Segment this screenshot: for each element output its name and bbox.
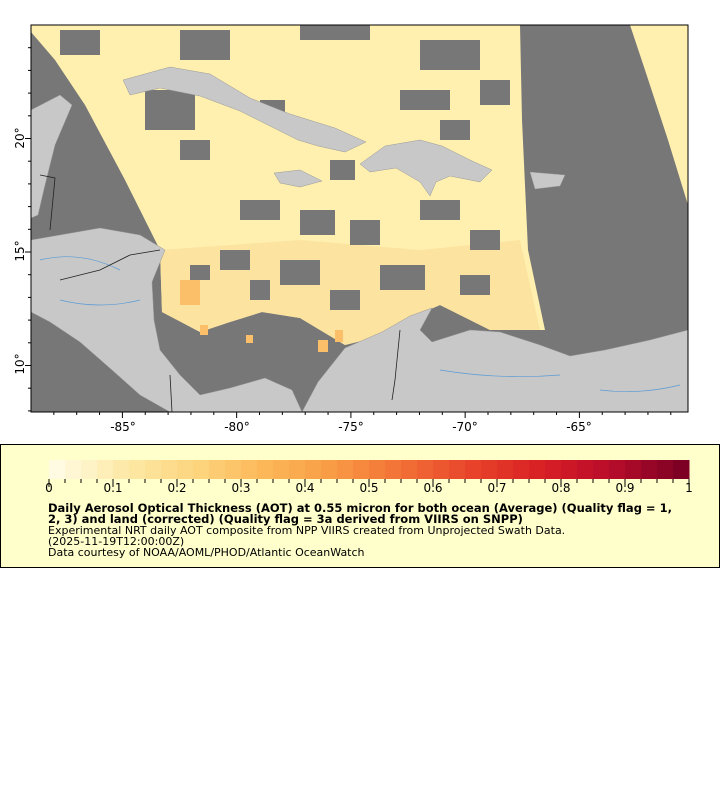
colorbar-segment <box>241 460 258 479</box>
colorbar-tick-label: 0.5 <box>359 481 379 495</box>
colorbar-segment <box>257 460 274 479</box>
colorbar-segment <box>545 460 562 479</box>
colorbar-segment <box>385 460 402 479</box>
colorbar-segment <box>305 460 322 479</box>
colorbar-segment <box>321 460 338 479</box>
puerto-rico <box>529 171 566 190</box>
colorbar-segment <box>209 460 226 479</box>
central-america <box>30 227 303 413</box>
map-frame <box>30 24 689 413</box>
colorbar-segment <box>609 460 626 479</box>
legend-description: Experimental NRT daily AOT composite fro… <box>48 524 566 537</box>
colorbar-tick-label: 0.4 <box>295 481 315 495</box>
colorbar-segment <box>177 460 194 479</box>
colorbar-segment <box>513 460 530 479</box>
land <box>30 66 689 413</box>
colorbar-segment <box>401 460 418 479</box>
cuba <box>122 66 367 153</box>
y-tick-label: 15° <box>13 240 27 262</box>
colorbar-segment <box>161 460 178 479</box>
colorbar-segment <box>497 460 514 479</box>
colorbar-segment <box>353 460 370 479</box>
colorbar-tick-label: 0.2 <box>167 481 187 495</box>
colorbar-segment <box>433 460 450 479</box>
colorbar-segment <box>641 460 658 479</box>
colorbar-tick-label: 0.6 <box>423 481 443 495</box>
y-tick-label: 10° <box>13 353 27 375</box>
colorbar-tick-label: 0.9 <box>615 481 635 495</box>
colorbar-segment <box>465 460 482 479</box>
colorbar-segment <box>65 460 82 479</box>
colorbar-segment <box>113 460 130 479</box>
colorbar-segment <box>81 460 98 479</box>
colorbar-tick-label: 0.8 <box>551 481 571 495</box>
colorbar <box>48 460 690 487</box>
jamaica <box>273 169 323 188</box>
rivers <box>39 256 681 392</box>
borders <box>39 174 401 413</box>
colorbar-segment <box>225 460 242 479</box>
colorbar-segment <box>673 460 690 479</box>
colorbar-segment <box>449 460 466 479</box>
colorbar-segment <box>625 460 642 479</box>
aot-map <box>25 24 689 418</box>
colorbar-segment <box>593 460 610 479</box>
x-tick-label: -65° <box>566 420 592 434</box>
colorbar-segment <box>145 460 162 479</box>
colorbar-segment <box>417 460 434 479</box>
legend-panel: 0 0.1 0.2 0.3 0.4 0.5 0.6 0.7 0.8 0.9 1 Daily Aero… <box>0 444 720 568</box>
legend-credit: Data courtesy of NOAA/AOML/PHOD/Atlantic… <box>48 546 365 559</box>
colorbar-tick-label: 0.7 <box>487 481 507 495</box>
x-tick-label: -70° <box>452 420 478 434</box>
axis-ticks <box>25 47 672 418</box>
colorbar-segment <box>561 460 578 479</box>
colorbar-tick-label: 0.3 <box>231 481 251 495</box>
colorbar-tick-label: 0 <box>45 481 53 495</box>
legend-title: Daily Aerosol Optical Thickness (AOT) at… <box>48 501 672 515</box>
legend-title-cont: 2, 3) and land (corrected) (Quality flag… <box>48 512 523 526</box>
colorbar-segment <box>289 460 306 479</box>
colorbar-segment <box>529 460 546 479</box>
x-tick-label: -85° <box>110 420 136 434</box>
colorbar-segment <box>577 460 594 479</box>
x-tick-label: -75° <box>338 420 364 434</box>
colorbar-tick-label: 0.1 <box>103 481 123 495</box>
y-tick-label: 20° <box>13 127 27 149</box>
yucatan <box>30 94 73 219</box>
colorbar-segment <box>337 460 354 479</box>
colorbar-segment <box>97 460 114 479</box>
colorbar-segment <box>657 460 674 479</box>
colorbar-segment <box>49 460 66 479</box>
legend-time: (2025-11-19T12:00:00Z) <box>48 535 185 548</box>
colorbar-segment <box>481 460 498 479</box>
colorbar-segment <box>129 460 146 479</box>
colorbar-segment <box>273 460 290 479</box>
south-america <box>301 307 689 413</box>
x-tick-label: -80° <box>224 420 250 434</box>
colorbar-segment <box>369 460 386 479</box>
colorbar-segment <box>193 460 210 479</box>
colorbar-tick-label: 1 <box>685 481 693 495</box>
hispaniola <box>359 139 493 197</box>
